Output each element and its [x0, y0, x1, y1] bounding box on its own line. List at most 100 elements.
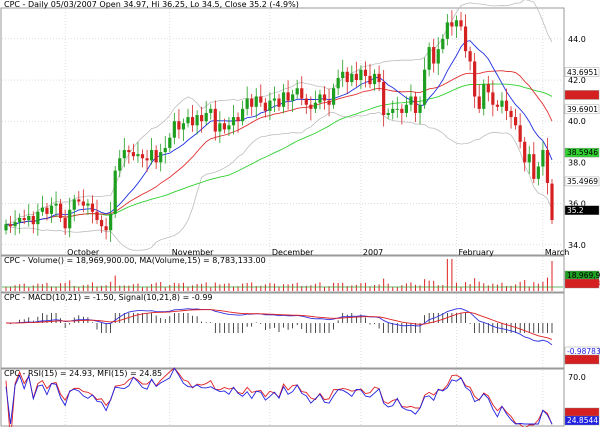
value-tag-text: 39.7???: [567, 90, 596, 99]
price-tick-label: 42.0: [568, 76, 586, 85]
candle-body: [118, 158, 122, 171]
candle-body: [8, 224, 13, 227]
volume-bar: [164, 287, 166, 291]
candle-body: [27, 215, 31, 221]
candle-body: [168, 137, 172, 148]
volume-bar: [233, 286, 234, 291]
volume-bar: [287, 284, 289, 291]
price-tick-label: 36.0: [568, 200, 586, 209]
candle-body: [514, 117, 518, 126]
candle-body: [445, 22, 449, 39]
value-tag-text: 8,783,133: [567, 279, 600, 288]
volume-bar: [401, 285, 403, 291]
volume-bar: [210, 287, 212, 291]
volume-bar: [132, 284, 134, 291]
value-tag-bg: [564, 90, 600, 100]
volume-bar: [496, 284, 498, 291]
candle-body: [131, 152, 135, 157]
candle-body: [272, 98, 277, 101]
candle-body: [254, 96, 258, 107]
candle-body: [95, 211, 99, 221]
volume-bar: [396, 287, 398, 291]
volume-bar: [378, 284, 380, 291]
volume-bar: [5, 286, 7, 291]
candle-body: [63, 217, 67, 229]
volume-bar: [41, 284, 43, 291]
volume-bar: [524, 280, 526, 291]
volume-bar: [283, 284, 285, 291]
volume-bar: [32, 285, 34, 291]
candle-body: [81, 201, 85, 206]
month-label: November: [172, 248, 214, 257]
candle-body: [159, 152, 163, 163]
bollinger-lower-line: [5, 111, 553, 251]
volume-bar: [515, 284, 517, 291]
chart-title: CPC - Daily 05/03/2007 Open 34.97, Hi 36…: [4, 0, 299, 9]
candle-body: [18, 217, 22, 223]
volume-bar: [192, 285, 194, 291]
value-tag-bg: [564, 67, 600, 77]
candle-body: [327, 100, 331, 105]
candle-body: [113, 170, 117, 214]
value-tag-text: 38.5946: [567, 148, 598, 157]
candle-body: [523, 141, 527, 163]
volume-bar: [123, 285, 125, 291]
volume-bar: [469, 284, 471, 291]
volume-bar: [19, 284, 21, 291]
candle-body: [122, 150, 126, 159]
volume-bar: [237, 286, 239, 291]
rsi-mfi-lines: [5, 367, 553, 427]
candle-body: [277, 98, 281, 107]
candle-body: [236, 117, 240, 122]
candle-body: [509, 110, 513, 118]
candle-body: [336, 77, 340, 89]
candle-body: [395, 108, 399, 110]
rsi-legend: CPC - RSI(15) = 24.93, MFI(15) = 24.85: [4, 369, 162, 378]
candle-body: [172, 121, 176, 138]
candle-body: [463, 26, 468, 52]
candle-body: [268, 100, 272, 111]
volume-bar: [69, 280, 71, 291]
volume-bar: [160, 282, 162, 291]
candle-body: [86, 203, 90, 206]
volume-bar: [478, 281, 480, 291]
candle-body: [363, 69, 368, 76]
value-tag-bg: [564, 176, 600, 187]
candle-body: [218, 123, 222, 132]
volume-bar: [78, 286, 80, 291]
volume-bar: [546, 277, 548, 291]
candle-body: [504, 100, 509, 111]
volume-bar: [551, 261, 553, 291]
macd-panel: [0, 292, 565, 369]
candle-body: [209, 108, 213, 113]
candle-body: [200, 115, 204, 122]
volume-bar: [392, 287, 394, 291]
candle-body: [177, 121, 181, 130]
candle-body: [545, 150, 550, 183]
value-tag-text: 24.8544: [567, 416, 598, 425]
candle-body: [22, 217, 26, 221]
mfi-line: [5, 367, 553, 425]
value-tag-bg: [564, 278, 600, 289]
volume-bar: [301, 286, 303, 291]
candle-body: [500, 100, 504, 107]
candle-body: [409, 96, 413, 105]
price-tick-label: 34.0: [568, 241, 586, 250]
candle-body: [263, 102, 267, 111]
candle-body: [368, 75, 372, 85]
candle-body: [213, 108, 217, 132]
value-tag-text: 18,969,90: [567, 271, 600, 280]
candle-body: [195, 115, 199, 126]
candle-body: [4, 224, 8, 231]
candle-body: [77, 199, 81, 202]
month-axis-labels: October November December 2007 February March: [67, 248, 569, 257]
volume-bar: [14, 285, 16, 291]
candle-body: [322, 94, 327, 101]
volume-bar: [128, 285, 130, 291]
volume-bar: [119, 285, 121, 291]
volume-bar: [142, 287, 143, 291]
volume-bar: [369, 286, 371, 291]
volume-bar: [474, 278, 476, 291]
price-panel: [0, 7, 565, 256]
candle-body: [286, 92, 290, 101]
